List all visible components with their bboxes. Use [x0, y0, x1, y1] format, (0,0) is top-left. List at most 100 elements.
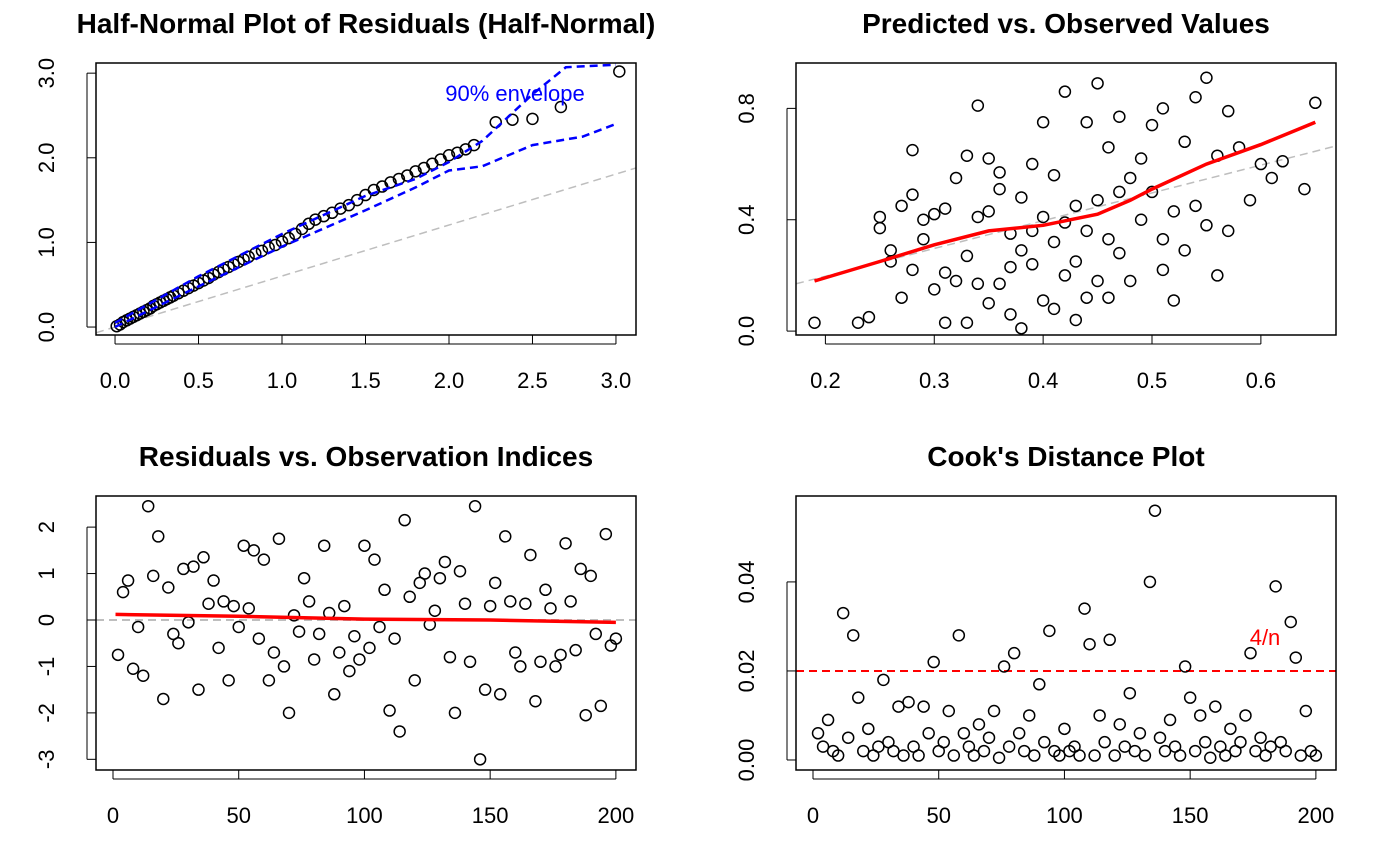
- point: [312, 627, 326, 641]
- point: [1209, 700, 1222, 713]
- point: [559, 537, 572, 550]
- point: [1118, 740, 1132, 753]
- point: [353, 653, 366, 666]
- point: [1078, 602, 1091, 615]
- point: [895, 199, 908, 213]
- point: [126, 662, 140, 676]
- x-tick-label: 0.4: [1028, 368, 1059, 393]
- point: [836, 606, 850, 620]
- point: [1200, 219, 1213, 232]
- panel-title: Half-Normal Plot of Residuals (Half-Norm…: [77, 8, 656, 39]
- point: [428, 604, 442, 617]
- point: [917, 232, 930, 246]
- point: [1189, 199, 1202, 213]
- panel-title: Cook's Distance Plot: [927, 441, 1204, 472]
- point: [1198, 735, 1212, 749]
- point: [938, 202, 952, 215]
- point: [811, 727, 825, 740]
- point: [1167, 205, 1181, 218]
- point: [1026, 157, 1039, 171]
- point: [1080, 291, 1093, 304]
- point: [960, 249, 974, 263]
- point: [1015, 244, 1028, 257]
- point: [569, 643, 582, 657]
- point: [388, 632, 401, 645]
- point: [448, 706, 462, 720]
- x-tick-label: 0.2: [810, 368, 841, 393]
- point: [1036, 294, 1050, 307]
- point: [549, 660, 562, 673]
- point: [906, 143, 919, 157]
- x-tick-label: 0.3: [919, 368, 950, 393]
- x-tick-label: 2.5: [517, 368, 548, 393]
- point: [534, 655, 547, 669]
- point: [1058, 269, 1072, 282]
- point: [453, 564, 467, 578]
- point: [121, 574, 135, 587]
- y-tick-label: -3: [34, 750, 59, 770]
- x-tick-label: 3.0: [601, 368, 632, 393]
- point: [1069, 255, 1083, 268]
- y-tick-label: 0.0: [34, 312, 59, 343]
- point: [1224, 722, 1237, 736]
- point: [368, 553, 381, 566]
- point: [821, 713, 835, 727]
- point: [317, 539, 331, 552]
- x-tick-label: 0: [807, 803, 819, 828]
- point: [895, 291, 908, 304]
- point: [967, 749, 981, 762]
- point: [333, 646, 346, 659]
- point: [267, 646, 281, 659]
- point: [1091, 194, 1104, 207]
- x-tick-label: 0.5: [1137, 368, 1168, 393]
- point: [227, 599, 240, 613]
- point: [141, 499, 155, 513]
- point: [282, 706, 296, 720]
- x-tick-label: 200: [1298, 803, 1335, 828]
- point: [343, 664, 356, 678]
- point: [851, 316, 865, 330]
- point: [257, 553, 271, 566]
- point: [938, 266, 952, 279]
- point: [1249, 744, 1262, 758]
- point: [1098, 735, 1111, 749]
- point: [384, 176, 397, 189]
- point: [473, 753, 487, 766]
- point: [292, 625, 306, 638]
- point: [906, 263, 919, 277]
- point: [1284, 615, 1297, 629]
- y-tick-label: 3.0: [34, 58, 59, 89]
- point: [177, 562, 190, 576]
- point: [960, 149, 974, 162]
- point: [846, 629, 860, 642]
- point: [1219, 749, 1232, 762]
- point: [1134, 152, 1148, 165]
- point: [1299, 704, 1313, 718]
- point: [1204, 751, 1217, 765]
- point: [539, 583, 552, 597]
- point: [949, 274, 963, 288]
- point: [892, 700, 905, 713]
- point: [1002, 740, 1016, 753]
- x-tick-label: 0.6: [1246, 368, 1277, 393]
- point: [1113, 110, 1126, 123]
- point: [207, 574, 220, 587]
- plot-frame: [795, 62, 1337, 336]
- point: [408, 674, 421, 687]
- x-tick-label: 100: [346, 803, 383, 828]
- point: [468, 499, 482, 513]
- point: [544, 602, 557, 615]
- point: [873, 210, 887, 224]
- y-tick-label: 0.00: [734, 739, 759, 782]
- point: [393, 725, 406, 738]
- point: [1047, 168, 1061, 182]
- point: [1183, 691, 1197, 704]
- point: [363, 641, 376, 655]
- plot-frame: [95, 62, 637, 336]
- point: [1156, 232, 1170, 246]
- point: [488, 576, 502, 590]
- point: [982, 731, 996, 744]
- point: [1036, 210, 1050, 224]
